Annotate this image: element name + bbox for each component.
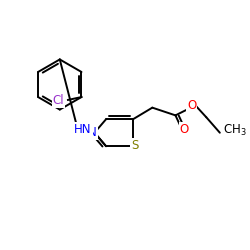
Text: S: S bbox=[131, 139, 139, 152]
Text: N: N bbox=[88, 126, 97, 139]
Text: Cl: Cl bbox=[52, 94, 64, 108]
Text: HN: HN bbox=[74, 123, 92, 136]
Text: CH$_3$: CH$_3$ bbox=[223, 123, 246, 138]
Text: O: O bbox=[187, 99, 196, 112]
Text: O: O bbox=[180, 123, 189, 136]
